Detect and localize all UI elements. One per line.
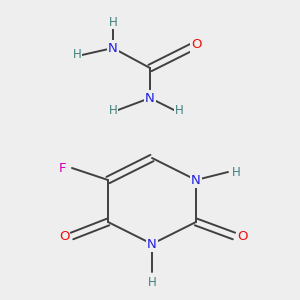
Text: H: H <box>148 275 156 289</box>
Text: N: N <box>145 92 155 104</box>
Text: H: H <box>232 166 240 178</box>
Text: H: H <box>175 103 183 116</box>
Text: O: O <box>59 230 69 242</box>
Text: N: N <box>147 238 157 250</box>
Text: F: F <box>58 161 66 175</box>
Text: O: O <box>237 230 247 242</box>
Text: N: N <box>108 41 118 55</box>
Text: N: N <box>191 173 201 187</box>
Text: O: O <box>191 38 201 52</box>
Text: H: H <box>109 16 117 28</box>
Text: H: H <box>73 49 81 62</box>
Text: H: H <box>109 103 117 116</box>
